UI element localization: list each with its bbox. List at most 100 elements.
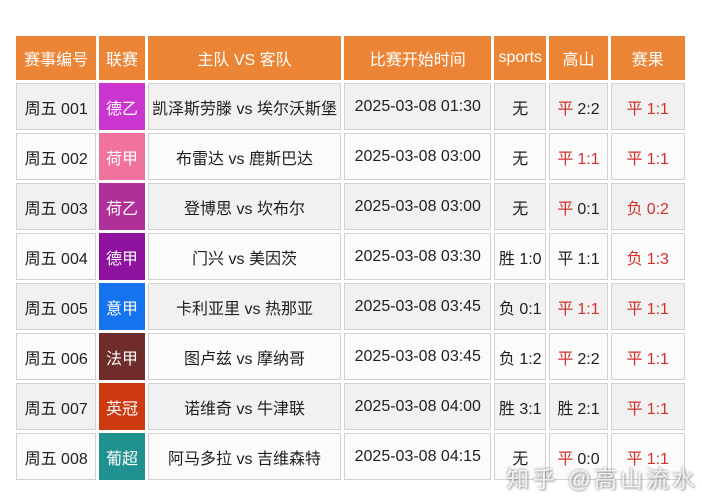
table-header-row: 赛事编号 联赛 主队 VS 客队 比赛开始时间 sports 高山 赛果 — [16, 36, 685, 80]
table-row: 周五 002 荷甲 布雷达 vs 鹿斯巴达 2025-03-08 03:00 无… — [16, 133, 685, 180]
league-badge: 葡超 — [99, 433, 145, 480]
col-header-league: 联赛 — [99, 36, 145, 80]
start-time-cell: 2025-03-08 03:45 — [344, 283, 492, 330]
gaoshan-score: 2:1 — [577, 400, 600, 418]
result-score: 1:1 — [646, 100, 669, 118]
start-time-cell: 2025-03-08 03:30 — [344, 233, 492, 280]
teams-cell: 图卢兹 vs 摩纳哥 — [147, 333, 342, 380]
result-score: 1:1 — [646, 400, 669, 418]
gaoshan-outcome: 平 — [557, 200, 574, 218]
gaoshan-score: 2:2 — [577, 100, 600, 118]
table-row: 周五 005 意甲 卡利亚里 vs 热那亚 2025-03-08 03:45 负… — [16, 283, 685, 330]
teams-cell: 凯泽斯劳滕 vs 埃尔沃斯堡 — [147, 83, 342, 130]
gaoshan-score: 2:2 — [577, 350, 600, 368]
table-body: 周五 001 德乙 凯泽斯劳滕 vs 埃尔沃斯堡 2025-03-08 01:3… — [16, 83, 685, 480]
league-badge: 法甲 — [99, 333, 145, 380]
start-time-cell: 2025-03-08 04:15 — [344, 433, 492, 480]
match-id-cell: 周五 008 — [16, 433, 97, 480]
gaoshan-outcome: 平 — [557, 300, 574, 318]
sports-cell: 胜 3:1 — [494, 383, 547, 430]
col-header-start-time: 比赛开始时间 — [344, 36, 492, 80]
gaoshan-cell: 平 2:2 — [549, 83, 608, 130]
col-header-teams: 主队 VS 客队 — [147, 36, 342, 80]
gaoshan-outcome: 平 — [557, 250, 574, 268]
gaoshan-cell: 胜 2:1 — [549, 383, 608, 430]
match-id-cell: 周五 002 — [16, 133, 97, 180]
sports-cell: 无 — [494, 83, 547, 130]
table-row: 周五 003 荷乙 登博思 vs 坎布尔 2025-03-08 03:00 无 … — [16, 183, 685, 230]
table-row: 周五 001 德乙 凯泽斯劳滕 vs 埃尔沃斯堡 2025-03-08 01:3… — [16, 83, 685, 130]
result-score: 0:2 — [646, 200, 669, 218]
sports-cell: 无 — [494, 433, 547, 480]
start-time-cell: 2025-03-08 03:00 — [344, 183, 492, 230]
teams-cell: 诺维奇 vs 牛津联 — [147, 383, 342, 430]
start-time-cell: 2025-03-08 03:00 — [344, 133, 492, 180]
result-score: 1:1 — [646, 350, 669, 368]
gaoshan-outcome: 平 — [557, 150, 574, 168]
table-row: 周五 007 英冠 诺维奇 vs 牛津联 2025-03-08 04:00 胜 … — [16, 383, 685, 430]
result-score: 1:1 — [646, 150, 669, 168]
result-cell: 平 1:1 — [610, 383, 685, 430]
gaoshan-outcome: 平 — [557, 450, 574, 468]
col-header-result: 赛果 — [610, 36, 685, 80]
gaoshan-cell: 平 1:1 — [549, 133, 608, 180]
col-header-sports: sports — [494, 36, 547, 80]
sports-cell: 负 0:1 — [494, 283, 547, 330]
gaoshan-cell: 平 2:2 — [549, 333, 608, 380]
sports-cell: 无 — [494, 183, 547, 230]
sports-cell: 负 1:2 — [494, 333, 547, 380]
gaoshan-score: 0:0 — [577, 450, 600, 468]
result-cell: 平 1:1 — [610, 333, 685, 380]
match-id-cell: 周五 003 — [16, 183, 97, 230]
result-outcome: 平 — [626, 100, 643, 118]
match-id-cell: 周五 001 — [16, 83, 97, 130]
result-cell: 平 1:1 — [610, 433, 685, 480]
gaoshan-outcome: 平 — [557, 100, 574, 118]
result-cell: 平 1:1 — [610, 133, 685, 180]
league-badge: 荷甲 — [99, 133, 145, 180]
teams-cell: 布雷达 vs 鹿斯巴达 — [147, 133, 342, 180]
result-outcome: 平 — [626, 400, 643, 418]
match-id-cell: 周五 006 — [16, 333, 97, 380]
result-cell: 平 1:1 — [610, 83, 685, 130]
result-outcome: 平 — [626, 300, 643, 318]
result-score: 1:1 — [646, 300, 669, 318]
match-id-cell: 周五 005 — [16, 283, 97, 330]
start-time-cell: 2025-03-08 01:30 — [344, 83, 492, 130]
gaoshan-score: 1:1 — [577, 250, 600, 268]
sports-cell: 无 — [494, 133, 547, 180]
teams-cell: 门兴 vs 美因茨 — [147, 233, 342, 280]
league-badge: 德乙 — [99, 83, 145, 130]
gaoshan-outcome: 胜 — [557, 400, 574, 418]
league-badge: 德甲 — [99, 233, 145, 280]
teams-cell: 阿马多拉 vs 吉维森特 — [147, 433, 342, 480]
start-time-cell: 2025-03-08 04:00 — [344, 383, 492, 430]
table-row: 周五 006 法甲 图卢兹 vs 摩纳哥 2025-03-08 03:45 负 … — [16, 333, 685, 380]
teams-cell: 登博思 vs 坎布尔 — [147, 183, 342, 230]
gaoshan-score: 1:1 — [577, 150, 600, 168]
gaoshan-outcome: 平 — [557, 350, 574, 368]
gaoshan-score: 1:1 — [577, 300, 600, 318]
match-id-cell: 周五 007 — [16, 383, 97, 430]
result-cell: 平 1:1 — [610, 283, 685, 330]
gaoshan-cell: 平 0:1 — [549, 183, 608, 230]
result-outcome: 负 — [626, 200, 643, 218]
col-header-gaoshan: 高山 — [549, 36, 608, 80]
match-id-cell: 周五 004 — [16, 233, 97, 280]
league-badge: 英冠 — [99, 383, 145, 430]
gaoshan-cell: 平 0:0 — [549, 433, 608, 480]
result-outcome: 平 — [626, 350, 643, 368]
result-cell: 负 0:2 — [610, 183, 685, 230]
result-outcome: 负 — [626, 250, 643, 268]
gaoshan-cell: 平 1:1 — [549, 233, 608, 280]
sports-cell: 胜 1:0 — [494, 233, 547, 280]
col-header-match-id: 赛事编号 — [16, 36, 97, 80]
league-badge: 意甲 — [99, 283, 145, 330]
table-row: 周五 008 葡超 阿马多拉 vs 吉维森特 2025-03-08 04:15 … — [16, 433, 685, 480]
gaoshan-score: 0:1 — [577, 200, 600, 218]
table-row: 周五 004 德甲 门兴 vs 美因茨 2025-03-08 03:30 胜 1… — [16, 233, 685, 280]
fixtures-table: 赛事编号 联赛 主队 VS 客队 比赛开始时间 sports 高山 赛果 周五 … — [13, 33, 688, 483]
result-cell: 负 1:3 — [610, 233, 685, 280]
start-time-cell: 2025-03-08 03:45 — [344, 333, 492, 380]
